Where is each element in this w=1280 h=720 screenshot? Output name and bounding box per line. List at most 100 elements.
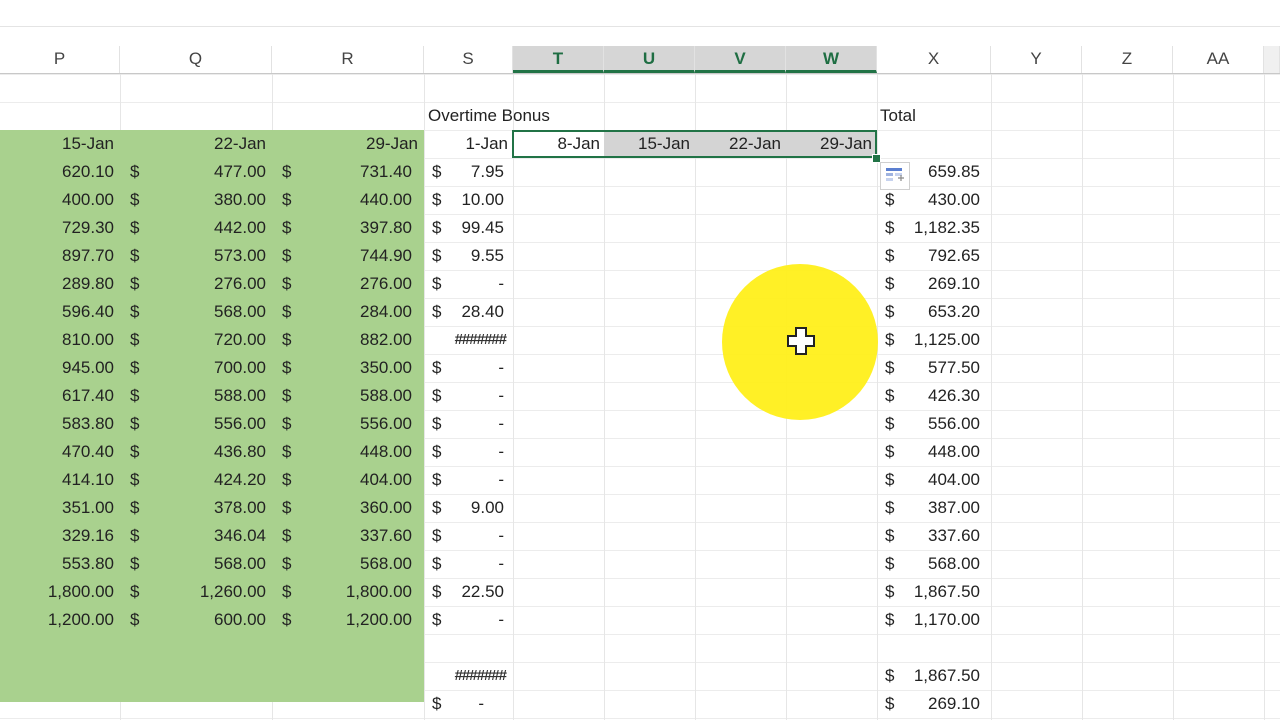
cell-p[interactable]: 351.00: [62, 498, 114, 517]
cell-x[interactable]: 430.00: [928, 190, 980, 209]
cell-q[interactable]: 477.00: [214, 162, 266, 181]
quick-analysis-button[interactable]: [880, 162, 910, 190]
cell-s[interactable]: 7.95: [470, 162, 504, 181]
cell-q[interactable]: 573.00: [214, 246, 266, 265]
cell-x[interactable]: 659.85: [928, 162, 980, 181]
cell-q[interactable]: 600.00: [214, 610, 266, 629]
cell-x[interactable]: 568.00: [928, 554, 980, 573]
cell-p[interactable]: 470.40: [62, 442, 114, 461]
cell-s[interactable]: 10.00: [461, 190, 504, 209]
cell-q[interactable]: 424.20: [214, 470, 266, 489]
cell-x[interactable]: 653.20: [928, 302, 980, 321]
cell-r[interactable]: 276.00: [360, 274, 412, 293]
cell-p[interactable]: 620.10: [62, 162, 114, 181]
cell-q[interactable]: 1,260.00: [199, 582, 266, 601]
summary-cell-s[interactable]: -: [478, 694, 484, 713]
cell-s[interactable]: 99.45: [461, 218, 504, 237]
column-header-t[interactable]: T: [513, 46, 604, 73]
date-cell-s[interactable]: 1-Jan: [465, 134, 508, 153]
cell-x[interactable]: 269.10: [928, 274, 980, 293]
cell-q[interactable]: 588.00: [214, 386, 266, 405]
cell-x[interactable]: 1,125.00: [913, 330, 980, 349]
cell-r[interactable]: 440.00: [360, 190, 412, 209]
cell-s[interactable]: -: [498, 554, 504, 573]
column-header-z[interactable]: Z: [1082, 46, 1173, 73]
cell-s[interactable]: -: [498, 442, 504, 461]
cell-r[interactable]: 588.00: [360, 386, 412, 405]
cell-s[interactable]: -: [498, 470, 504, 489]
date-cell-p[interactable]: 15-Jan: [62, 134, 114, 153]
column-header-w[interactable]: W: [786, 46, 877, 73]
cell-r[interactable]: 350.00: [360, 358, 412, 377]
cell-r[interactable]: 1,800.00: [345, 582, 412, 601]
cell-s[interactable]: -: [498, 414, 504, 433]
summary-cell-s-overflow[interactable]: #######: [454, 667, 507, 684]
cell-s-overflow[interactable]: #######: [454, 331, 507, 348]
cell-p[interactable]: 897.70: [62, 246, 114, 265]
column-header-aa[interactable]: AA: [1173, 46, 1264, 73]
cell-q[interactable]: 568.00: [214, 302, 266, 321]
cell-x[interactable]: 556.00: [928, 414, 980, 433]
date-cell-v[interactable]: 22-Jan: [729, 134, 781, 153]
cell-q[interactable]: 276.00: [214, 274, 266, 293]
fill-handle[interactable]: [872, 154, 881, 163]
cell-r[interactable]: 744.90: [360, 246, 412, 265]
cell-q[interactable]: 568.00: [214, 554, 266, 573]
cell-r[interactable]: 284.00: [360, 302, 412, 321]
total-label[interactable]: Total: [880, 106, 916, 125]
column-header-v[interactable]: V: [695, 46, 786, 73]
cell-q[interactable]: 380.00: [214, 190, 266, 209]
cell-s[interactable]: 28.40: [461, 302, 504, 321]
cell-r[interactable]: 360.00: [360, 498, 412, 517]
cell-x[interactable]: 337.60: [928, 526, 980, 545]
cell-r[interactable]: 882.00: [360, 330, 412, 349]
cell-p[interactable]: 553.80: [62, 554, 114, 573]
cell-p[interactable]: 329.16: [62, 526, 114, 545]
column-header-u[interactable]: U: [604, 46, 695, 73]
cell-q[interactable]: 346.04: [214, 526, 266, 545]
cell-x[interactable]: 1,170.00: [913, 610, 980, 629]
cell-r[interactable]: 1,200.00: [345, 610, 412, 629]
cell-p[interactable]: 729.30: [62, 218, 114, 237]
cell-s[interactable]: -: [498, 358, 504, 377]
cell-p[interactable]: 1,800.00: [47, 582, 114, 601]
cell-p[interactable]: 617.40: [62, 386, 114, 405]
column-header-x[interactable]: X: [877, 46, 991, 73]
cell-s[interactable]: 9.55: [470, 246, 504, 265]
cell-s[interactable]: -: [498, 526, 504, 545]
column-header-y[interactable]: Y: [991, 46, 1082, 73]
cell-x[interactable]: 577.50: [928, 358, 980, 377]
date-cell-w[interactable]: 29-Jan: [820, 134, 872, 153]
date-cell-r[interactable]: 29-Jan: [366, 134, 418, 153]
cell-x[interactable]: 426.30: [928, 386, 980, 405]
cell-p[interactable]: 945.00: [62, 358, 114, 377]
cell-r[interactable]: 397.80: [360, 218, 412, 237]
cell-x[interactable]: 1,182.35: [913, 218, 980, 237]
cell-s[interactable]: -: [498, 610, 504, 629]
cell-x[interactable]: 1,867.50: [913, 582, 980, 601]
cell-p[interactable]: 596.40: [62, 302, 114, 321]
cell-q[interactable]: 700.00: [214, 358, 266, 377]
cell-p[interactable]: 583.80: [62, 414, 114, 433]
cell-q[interactable]: 556.00: [214, 414, 266, 433]
cell-p[interactable]: 810.00: [62, 330, 114, 349]
cell-p[interactable]: 289.80: [62, 274, 114, 293]
cell-q[interactable]: 442.00: [214, 218, 266, 237]
cell-r[interactable]: 404.00: [360, 470, 412, 489]
column-header-s[interactable]: S: [424, 46, 513, 73]
summary-cell-x[interactable]: 1,867.50: [913, 666, 980, 685]
cell-p[interactable]: 400.00: [62, 190, 114, 209]
cell-x[interactable]: 404.00: [928, 470, 980, 489]
date-cell-t[interactable]: 8-Jan: [557, 134, 600, 153]
overtime-bonus-label[interactable]: Overtime Bonus: [428, 106, 550, 125]
cell-q[interactable]: 720.00: [214, 330, 266, 349]
cell-x[interactable]: 448.00: [928, 442, 980, 461]
summary-cell-x[interactable]: 269.10: [928, 694, 980, 713]
cell-s[interactable]: 9.00: [470, 498, 504, 517]
date-cell-q[interactable]: 22-Jan: [214, 134, 266, 153]
cell-r[interactable]: 556.00: [360, 414, 412, 433]
vertical-scrollbar[interactable]: [1264, 46, 1280, 73]
cell-q[interactable]: 378.00: [214, 498, 266, 517]
cell-r[interactable]: 568.00: [360, 554, 412, 573]
column-header-q[interactable]: Q: [120, 46, 272, 73]
